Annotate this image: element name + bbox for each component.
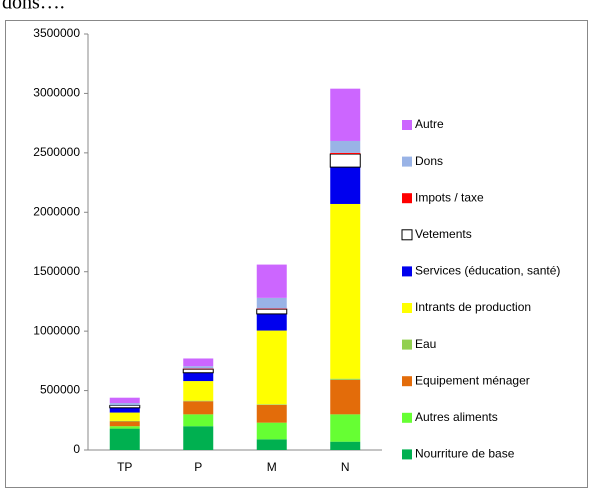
bar-segment bbox=[183, 368, 214, 370]
legend-label: Vetements bbox=[415, 227, 472, 241]
legend-swatch bbox=[402, 339, 412, 350]
bar-segment bbox=[330, 88, 361, 141]
legend-swatch bbox=[402, 266, 412, 277]
legend-label: Intrants de production bbox=[415, 300, 531, 314]
bar-segment bbox=[256, 308, 287, 310]
legend-swatch bbox=[402, 193, 412, 204]
bar-segment bbox=[109, 397, 140, 404]
chart-frame bbox=[5, 20, 588, 488]
bar-segment bbox=[329, 153, 361, 168]
bar-segment bbox=[183, 426, 214, 450]
bar-segment bbox=[109, 403, 140, 406]
bar-segment bbox=[183, 358, 214, 367]
y-tick-label: 1000000 bbox=[33, 323, 80, 337]
legend-swatch bbox=[402, 449, 412, 460]
y-tick-label: 2500000 bbox=[33, 145, 80, 159]
y-tick-label: 1500000 bbox=[33, 264, 80, 278]
legend-label: Equipement ménager bbox=[415, 373, 530, 387]
bar-segment bbox=[256, 330, 287, 405]
bar-segment bbox=[183, 400, 214, 402]
bar-segment bbox=[256, 404, 287, 405]
legend-swatch bbox=[402, 303, 412, 313]
bar-segment bbox=[256, 264, 287, 298]
legend-swatch bbox=[402, 412, 412, 423]
bar-segment bbox=[182, 368, 214, 374]
y-tick-label: 500000 bbox=[40, 383, 80, 397]
legend-swatch bbox=[402, 120, 412, 130]
bar-segment bbox=[183, 381, 214, 401]
bar-segment bbox=[330, 414, 361, 442]
bar-segment bbox=[256, 439, 287, 450]
bar-segment bbox=[256, 422, 287, 440]
bar-segment bbox=[256, 297, 287, 309]
bar-segment bbox=[330, 167, 361, 204]
bar-segment bbox=[183, 401, 214, 415]
y-tick-label: 2000000 bbox=[33, 204, 80, 218]
legend-swatch bbox=[401, 229, 413, 241]
y-tick-label: 0 bbox=[73, 442, 80, 456]
bar-segment bbox=[330, 152, 361, 155]
legend-label: Eau bbox=[415, 337, 436, 351]
bar-segment bbox=[330, 140, 361, 153]
x-tick-label: P bbox=[194, 460, 202, 474]
x-tick-label: TP bbox=[117, 460, 132, 474]
y-tick-label: 3500000 bbox=[33, 26, 80, 40]
bar-segment bbox=[183, 414, 214, 427]
x-tick-label: M bbox=[267, 460, 277, 474]
bar-segment bbox=[109, 426, 140, 429]
bar-segment bbox=[109, 412, 140, 421]
bar-segment bbox=[330, 378, 361, 380]
bar-segment bbox=[109, 404, 141, 409]
bar-segment bbox=[109, 421, 140, 427]
bar-segment bbox=[109, 428, 140, 450]
legend-label: Autres aliments bbox=[415, 410, 498, 424]
bar-segment bbox=[330, 203, 361, 379]
legend-swatch bbox=[402, 376, 412, 387]
bar-segment bbox=[256, 404, 287, 423]
legend-label: Services (éducation, santé) bbox=[415, 264, 560, 278]
y-tick-label: 3000000 bbox=[33, 86, 80, 100]
legend-swatch bbox=[402, 156, 412, 167]
legend-label: Impots / taxe bbox=[415, 190, 484, 204]
bar-segment bbox=[330, 379, 361, 415]
legend-label: Autre bbox=[415, 117, 444, 131]
x-tick-label: N bbox=[341, 460, 350, 474]
legend-label: Nourriture de base bbox=[415, 447, 515, 461]
legend-label: Dons bbox=[415, 154, 443, 168]
bar-segment bbox=[256, 308, 288, 315]
bar-segment bbox=[109, 420, 140, 422]
bar-segment bbox=[109, 407, 140, 413]
bar-segment bbox=[330, 441, 361, 450]
bar-segment bbox=[183, 366, 214, 369]
bar-segment bbox=[183, 372, 214, 382]
bar-segment bbox=[256, 313, 287, 331]
caption: dons…. bbox=[2, 0, 65, 14]
